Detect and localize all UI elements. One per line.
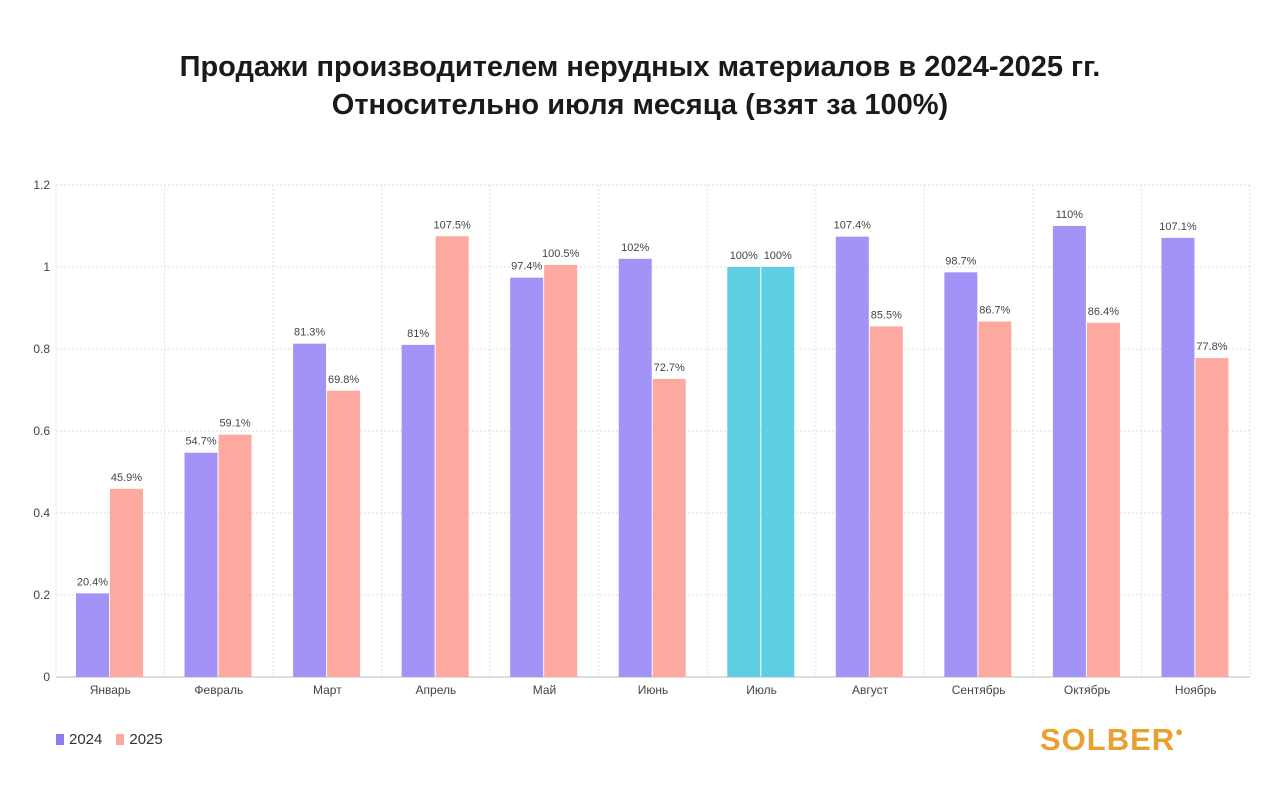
- data-label: 107.4%: [834, 220, 872, 232]
- bar-2024: [727, 267, 761, 677]
- bar-2024: [944, 272, 978, 677]
- data-label: 20.4%: [77, 576, 108, 588]
- bar-2025: [978, 321, 1012, 677]
- data-label: 59.1%: [219, 418, 250, 430]
- bar-2024: [835, 236, 869, 677]
- title-line-2: Относительно июля месяца (взят за 100%): [331, 89, 949, 121]
- x-tick-label: Сентябрь: [952, 683, 1006, 697]
- data-label: 97.4%: [511, 261, 542, 273]
- legend-swatch-2025: [116, 734, 125, 745]
- bar-2024: [510, 277, 544, 677]
- y-tick-label: 0.4: [33, 506, 50, 520]
- y-tick-label: 0.2: [33, 588, 50, 602]
- bar-chart: 0 0.2 0.4 0.6 0.8 1 1.2 Январь 20.4% 45.9% Февраль…: [33, 178, 1251, 697]
- data-label: 86.7%: [979, 305, 1010, 317]
- bar-2024: [401, 344, 435, 677]
- bar-2024: [184, 452, 218, 677]
- x-tick-label: Июнь: [638, 683, 669, 697]
- legend-swatch-2024: [56, 734, 64, 745]
- data-label: 81.3%: [294, 327, 325, 339]
- x-tick-label: Январь: [90, 683, 131, 697]
- data-label: 69.8%: [328, 374, 359, 386]
- bar-2024: [1161, 237, 1195, 677]
- solber-logo: SOLBER●: [1040, 722, 1185, 757]
- x-tick-label: Май: [533, 683, 557, 697]
- x-tick-label: Ноябрь: [1175, 683, 1217, 697]
- bar-2024: [1052, 226, 1086, 677]
- data-label: 100%: [730, 250, 758, 262]
- y-tick-label: 1.2: [33, 178, 50, 192]
- bar-2024: [293, 343, 327, 677]
- bar-2025: [435, 236, 469, 677]
- bar-2025: [544, 264, 578, 677]
- data-label: 102%: [621, 242, 649, 254]
- chart-title: Продажи производителем нерудных материал…: [0, 48, 1280, 124]
- data-label: 77.8%: [1196, 341, 1227, 353]
- legend: 2024 2025: [56, 731, 163, 748]
- data-label: 110%: [1056, 209, 1084, 221]
- y-tick-label: 1: [43, 260, 50, 274]
- bar-2025: [652, 378, 686, 677]
- bar-2025: [110, 488, 143, 677]
- data-label: 100.5%: [542, 248, 580, 260]
- x-tick-label: Апрель: [416, 683, 457, 697]
- bar-2025: [327, 390, 361, 677]
- title-line-1: Продажи производителем нерудных материал…: [179, 51, 1101, 83]
- legend-label: 2024: [69, 731, 103, 748]
- x-tick-label: Август: [852, 683, 889, 697]
- data-label: 100%: [764, 250, 792, 262]
- x-tick-label: Март: [313, 683, 342, 697]
- y-tick-label: 0.6: [33, 424, 50, 438]
- data-label: 107.5%: [433, 219, 471, 231]
- bar-2025: [761, 267, 795, 677]
- data-label: 107.1%: [1159, 221, 1197, 233]
- x-tick-label: Июль: [746, 683, 777, 697]
- y-tick-label: 0: [43, 670, 50, 684]
- bar-2025: [218, 434, 252, 677]
- legend-label: 2025: [129, 731, 163, 748]
- bar-2025: [1086, 322, 1120, 677]
- legend-item-2025[interactable]: 2025: [116, 731, 163, 748]
- data-label: 81%: [407, 328, 429, 340]
- data-label: 85.5%: [871, 309, 902, 321]
- bar-2024: [76, 593, 109, 677]
- logo-text: SOLBER: [1040, 722, 1176, 757]
- bar-2024: [618, 258, 652, 677]
- data-label: 98.7%: [945, 255, 976, 267]
- data-label: 72.7%: [654, 362, 685, 374]
- data-label: 54.7%: [185, 436, 216, 448]
- y-tick-label: 0.8: [33, 342, 50, 356]
- x-tick-label: Октябрь: [1064, 683, 1111, 697]
- bar-2025: [869, 326, 903, 677]
- data-label: 45.9%: [111, 472, 142, 484]
- data-label: 86.4%: [1088, 306, 1119, 318]
- legend-item-2024[interactable]: 2024: [56, 731, 102, 748]
- x-tick-label: Февраль: [194, 683, 243, 697]
- bar-2025: [1195, 358, 1229, 677]
